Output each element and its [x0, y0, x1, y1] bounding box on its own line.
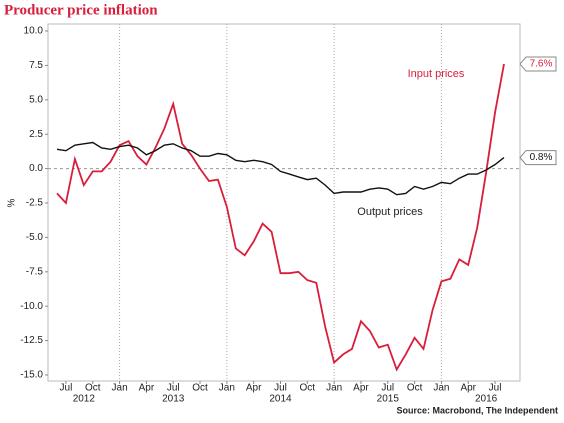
x-tick-label: Jul: [489, 383, 502, 394]
x-tick-label: Oct: [192, 383, 208, 394]
y-tick-label: 2.5: [29, 129, 43, 140]
x-tick-label: Jul: [274, 383, 287, 394]
y-tick-label: -5.0: [26, 232, 44, 243]
value-label-box: [519, 150, 557, 166]
y-tick-label: 7.5: [29, 60, 43, 71]
value-label-box: [519, 56, 557, 72]
annotation: Input prices: [408, 68, 465, 80]
y-tick-label: -10.0: [20, 301, 43, 312]
x-tick-label: Apr: [246, 383, 262, 394]
x-tick-label: Jan: [112, 383, 128, 394]
value-label: 0.8%: [530, 152, 553, 163]
year-label: 2015: [377, 394, 400, 405]
year-label: 2013: [162, 394, 185, 405]
x-tick-label: Oct: [407, 383, 423, 394]
x-tick-label: Jul: [167, 383, 180, 394]
x-tick-label: Jan: [433, 383, 449, 394]
x-tick-label: Apr: [353, 383, 369, 394]
y-tick-label: 5.0: [29, 94, 43, 105]
value-label: 7.6%: [530, 59, 553, 70]
x-tick-label: Oct: [300, 383, 316, 394]
year-label: 2014: [269, 394, 292, 405]
x-tick-label: Apr: [139, 383, 155, 394]
year-label: 2012: [73, 394, 96, 405]
x-tick-label: Jul: [381, 383, 394, 394]
series-line: [56, 141, 505, 196]
y-tick-label: -2.5: [26, 198, 44, 209]
y-tick-label: 10.0: [24, 26, 44, 37]
x-tick-label: Jul: [60, 383, 73, 394]
y-tick-label: -12.5: [20, 335, 43, 346]
source: Source: Macrobond, The Independent: [396, 405, 558, 415]
y-tick-label: 0.0: [29, 163, 43, 174]
y-tick-label: -15.0: [20, 370, 43, 381]
y-tick-label: -7.5: [26, 266, 44, 277]
annotation: Output prices: [357, 206, 423, 218]
x-tick-label: Oct: [85, 383, 101, 394]
x-tick-label: Jan: [326, 383, 342, 394]
year-label: 2016: [475, 394, 498, 405]
chart-title: Producer price inflation: [4, 2, 158, 18]
series-line: [56, 63, 505, 372]
x-tick-label: Apr: [460, 383, 476, 394]
y-axis-label: %: [7, 198, 18, 207]
x-tick-label: Jan: [219, 383, 235, 394]
